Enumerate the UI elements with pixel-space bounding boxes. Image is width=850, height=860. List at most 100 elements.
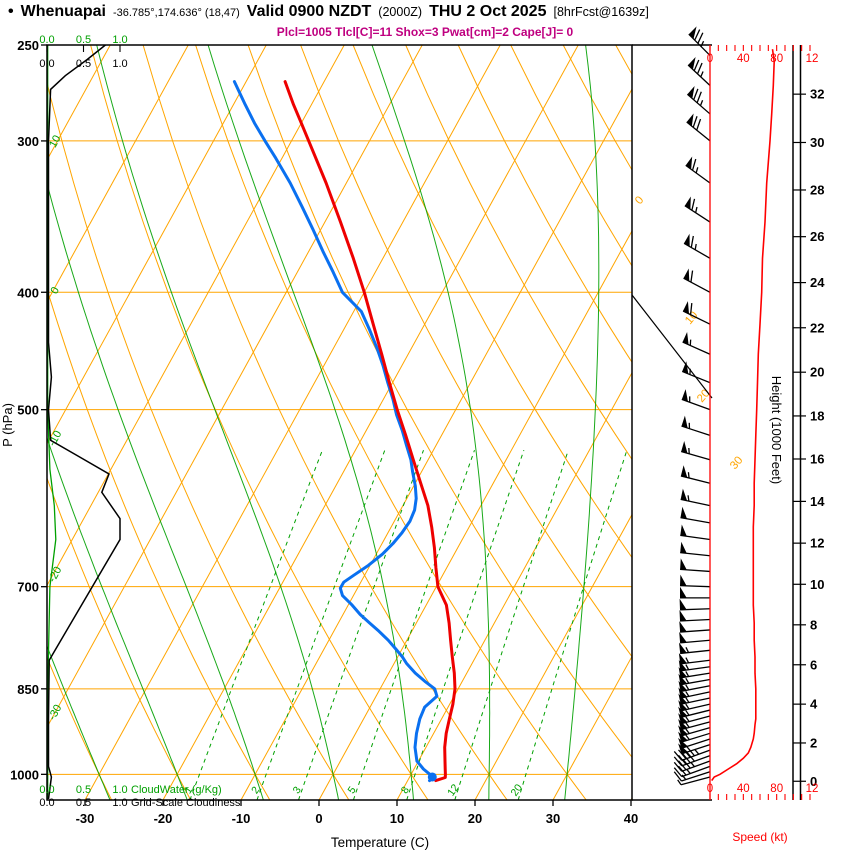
barb-half-feather (685, 697, 690, 703)
cloudwater-line (47, 45, 57, 799)
dry-adiabat-line (352, 45, 632, 559)
height-tick-label: 12 (810, 536, 824, 551)
notch-line (631, 294, 713, 399)
dry-adiabat-line (300, 45, 632, 658)
moist-adiabat-line (564, 45, 600, 800)
wind-barb (682, 332, 711, 355)
cloudiness-line (47, 45, 121, 800)
speed-tick-label-top: 0 (707, 53, 713, 65)
isotherm-line (240, 88, 632, 800)
isotherm-label: 0 (633, 194, 646, 207)
wind-barb (679, 621, 711, 633)
wind-barb (680, 488, 711, 507)
barb-feather (691, 158, 697, 171)
wind-barb (680, 441, 711, 461)
barb-half-feather (685, 684, 690, 691)
cloudwater-scale-top: 1.0 (112, 34, 127, 46)
speed-profile (711, 49, 776, 782)
mixing-ratio-label: 1 (182, 784, 195, 796)
barb-half-feather (687, 472, 690, 479)
mixing-ratio-line (189, 450, 323, 800)
moist-adiabat-line (371, 45, 491, 800)
wind-barb (679, 574, 711, 588)
barb-feather (673, 771, 682, 782)
cloud-profiles (47, 45, 121, 800)
wind-barb (683, 233, 711, 259)
cloudiness-scale-bottom: 1.0 (112, 797, 127, 809)
barb-feather (691, 198, 696, 211)
barb-half-feather (699, 99, 704, 106)
dry-adiabat-line (47, 476, 192, 800)
barb-feather (673, 761, 683, 772)
wind-barb (680, 586, 710, 599)
barb-half-feather (685, 734, 690, 741)
isotherm-line (47, 45, 423, 729)
dry-adiabat-line (457, 45, 632, 364)
barb-pennant (683, 268, 690, 282)
barb-pennant (678, 731, 688, 743)
grid-clipped (47, 45, 632, 800)
temp-axis-title: Temperature (C) (331, 835, 429, 850)
moist-adiabat-line (47, 436, 188, 800)
barb-staff (681, 738, 711, 749)
barb-pennant (688, 57, 696, 70)
barb-staff (682, 310, 711, 325)
barb-pennant (679, 598, 687, 610)
wind-barb (682, 301, 711, 325)
barb-half-feather (685, 657, 690, 664)
pressure-tick-label: 250 (17, 38, 39, 53)
pressure-axis-title: P (hPa) (0, 403, 15, 447)
barb-half-feather (685, 647, 690, 653)
dry-adiabat-line (47, 287, 271, 800)
barb-pennant (678, 713, 688, 724)
wind-barb (680, 524, 711, 541)
barb-staff (680, 703, 711, 712)
moist-adiabat-line (47, 644, 111, 800)
speed-tick-label-top: 80 (770, 53, 783, 65)
mixing-ratio-label: 2 (249, 784, 262, 796)
barb-pennant (680, 586, 687, 598)
isotherm-line (47, 45, 345, 587)
moist-adiabat-label: 10 (47, 133, 63, 149)
dry-adiabat-line (405, 45, 632, 461)
temp-tick-label: 0 (315, 811, 322, 826)
wind-barb (678, 743, 711, 755)
barb-feather (693, 59, 700, 72)
station-bullet: • (8, 3, 14, 20)
barb-staff (687, 64, 711, 86)
cloud-clip (47, 45, 121, 800)
temp-tick-label: -10 (232, 811, 251, 826)
height-tick-label: 30 (810, 135, 824, 150)
barb-pennant (684, 233, 690, 247)
wind-barb (686, 113, 711, 142)
barb-staff (680, 776, 711, 786)
mixing-ratio-line (298, 450, 424, 800)
barb-feather (690, 235, 694, 248)
isotherm-label: 30 (728, 454, 745, 472)
height-tick-label: 18 (810, 408, 824, 423)
isotherm-line (47, 45, 267, 445)
pressure-tick-label: 300 (17, 134, 39, 149)
barb-staff (681, 771, 711, 782)
barb-staff (682, 341, 711, 355)
dry-adiabat-line (47, 656, 113, 800)
barb-pennant (680, 488, 688, 501)
cloudiness-scale-bottom: 0.0 (39, 797, 54, 809)
pressure-tick-label: 1000 (10, 767, 39, 782)
barb-pennant (678, 743, 688, 754)
moist-adiabat-label: 0 (49, 285, 62, 296)
mixing-ratio-line (454, 450, 569, 800)
barb-feather (690, 270, 694, 283)
barb-staff (681, 754, 711, 767)
barb-pennant (678, 737, 688, 749)
cloudiness-scale-top: 1.0 (112, 58, 127, 70)
barb-pennant (678, 725, 688, 736)
wind-speed-curve (711, 49, 776, 782)
height-tick-label: 6 (810, 657, 817, 672)
barb-feather (693, 88, 699, 100)
height-tick-label: 8 (810, 617, 817, 632)
barb-staff (681, 760, 711, 772)
chart-header: • Whenuapai -36.785°,174.636° (18,47) Va… (8, 3, 848, 21)
